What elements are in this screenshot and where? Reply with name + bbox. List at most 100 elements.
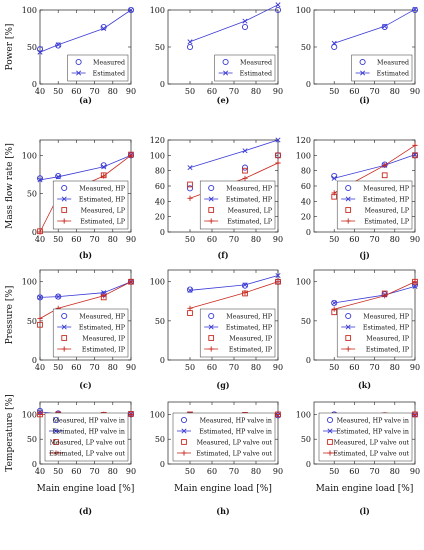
legend-label: Estimated, HP: [363, 324, 410, 331]
series-line: [189, 275, 279, 291]
x-tick-label: 60: [207, 467, 217, 476]
y-tick-label: 100: [22, 278, 37, 287]
legend-label: Estimated, LP valve out: [196, 450, 272, 457]
series-0: [186, 6, 282, 51]
x-tick-label: 50: [53, 235, 63, 244]
data-point: [37, 294, 43, 300]
x-tick-label: 90: [410, 87, 420, 96]
legend-marker: [61, 207, 68, 213]
data-point: [275, 279, 281, 285]
y-tick-label: 50: [301, 43, 311, 52]
y-tick-label: 50: [155, 317, 165, 326]
data-point: [382, 293, 388, 299]
legend-label: Measured, HP valve in: [53, 417, 125, 424]
series-0: [331, 6, 419, 51]
x-tick-label: 90: [126, 363, 136, 372]
series-3: [331, 279, 418, 312]
plot-frame: [313, 269, 416, 361]
legend-label: Measured: [377, 59, 409, 66]
legend-label: Estimated, LP: [80, 218, 126, 225]
data-point: [187, 310, 193, 316]
legend: Measured, HP Estimated, HP Measured, IP Est…: [336, 308, 413, 358]
legend-marker: [326, 416, 334, 424]
legend-marker: [53, 428, 59, 434]
series-1: [187, 272, 281, 293]
x-tick-label: 50: [329, 467, 339, 476]
data-point: [187, 165, 193, 171]
series-1: [37, 152, 134, 183]
data-point: [275, 2, 281, 8]
data-point: [187, 287, 193, 293]
series-1: [331, 152, 418, 181]
panel-letter: (f): [217, 250, 228, 260]
data-point: [275, 137, 281, 143]
series-2: [187, 152, 281, 188]
x-tick-label: 90: [410, 235, 420, 244]
legend-label: Measured, LP valve out: [334, 439, 410, 446]
legend-marker: [53, 450, 59, 456]
legend-marker: [75, 58, 82, 66]
panel-letter: (j): [359, 250, 370, 260]
x-tick-label: 60: [207, 235, 217, 244]
x-tick-label: 40: [35, 87, 45, 96]
legend-label: Estimated: [240, 70, 272, 77]
x-tick-label: 80: [251, 467, 261, 476]
panel-k: 50 60 70 80 90 0 50 100 Measured, HP Estimated, H…: [296, 269, 420, 390]
x-tick-label: 70: [90, 467, 100, 476]
legend-label: Measured, IP: [82, 335, 125, 342]
x-tick-label: 70: [370, 363, 380, 372]
y-tick-label: 100: [296, 6, 311, 15]
legend-label: Estimated, LP valve out: [49, 450, 125, 457]
panel-letter: (h): [216, 506, 230, 516]
legend-marker: [360, 70, 366, 76]
series-1: [331, 6, 418, 46]
series-line: [39, 9, 132, 53]
legend-marker: [222, 58, 229, 66]
legend-label: Measured, HP valve in: [200, 417, 272, 424]
data-point: [242, 167, 248, 174]
legend-label: Measured, LP valve out: [50, 439, 126, 446]
data-point: [274, 6, 282, 14]
legend-label: Measured, LP: [81, 207, 126, 214]
data-point: [128, 279, 134, 285]
y-tick-label: 50: [155, 43, 165, 52]
panel-e: 50 60 70 80 90 0 50 100 Measured Estimated (e): [150, 2, 283, 105]
series-1: [331, 283, 418, 306]
y-tick-label: 50: [301, 317, 311, 326]
data-point: [37, 411, 43, 417]
legend-marker: [208, 196, 214, 202]
legend-label: Measured, LP valve out: [197, 439, 273, 446]
x-tick-label: 60: [349, 363, 359, 372]
legend-marker: [345, 324, 351, 330]
legend-label: Estimated, LP valve out: [333, 450, 409, 457]
x-tick-label: 80: [390, 235, 400, 244]
y-axis-label: Mass flow rate [%]: [5, 143, 15, 229]
legend-marker: [345, 207, 352, 213]
y-tick-label: 0: [160, 356, 165, 365]
panel-c: 40 50 60 70 80 90 0 50 100 Measured, HP Estimated,…: [5, 269, 136, 390]
series-1: [187, 2, 281, 45]
y-tick-label: 100: [150, 6, 165, 15]
data-point: [381, 172, 388, 179]
panel-d: 40 50 60 70 80 90 0 50 100 Measured, HP valve in E…: [5, 394, 136, 516]
x-tick-label: 70: [370, 87, 380, 96]
y-tick-label: 0: [32, 460, 37, 469]
panel-letter: (g): [216, 380, 229, 390]
legend-label: Estimated, HP: [79, 324, 126, 331]
x-tick-label: 50: [185, 87, 195, 96]
data-point: [186, 43, 194, 51]
y-tick-label: 40: [155, 197, 165, 206]
y-tick-label: 0: [160, 228, 165, 237]
legend: Measured Estimated: [67, 54, 129, 82]
y-tick-label: 100: [22, 6, 37, 15]
legend-label: Measured, HP: [226, 313, 272, 320]
x-tick-label: 50: [53, 467, 63, 476]
y-tick-label: 100: [150, 151, 165, 160]
data-point: [412, 142, 418, 148]
y-tick-label: 100: [22, 410, 37, 419]
data-point: [275, 411, 281, 417]
plot-frame: [313, 401, 416, 465]
panel-letter: (k): [358, 380, 371, 390]
legend-marker: [359, 58, 366, 66]
data-point: [128, 152, 134, 158]
